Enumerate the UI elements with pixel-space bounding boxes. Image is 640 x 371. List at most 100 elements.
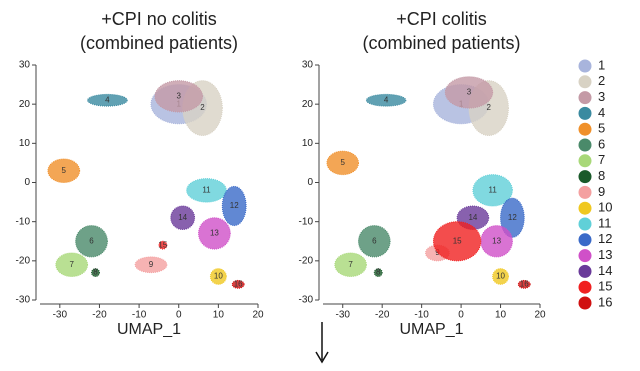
cluster: [373, 268, 383, 278]
legend-label: 14: [598, 263, 612, 278]
legend-label: 8: [598, 168, 605, 183]
cluster: [221, 185, 247, 227]
y-tick-label: 30: [302, 60, 314, 71]
cluster: [472, 174, 513, 207]
cluster: [158, 240, 168, 250]
legend-swatch: [578, 59, 592, 73]
y-tick-label: 20: [19, 99, 31, 110]
y-tick-label: 10: [19, 138, 31, 149]
cluster-label: 4: [384, 95, 389, 104]
cluster: [326, 150, 360, 176]
cluster-label: 7: [348, 260, 353, 269]
cluster-label: 4: [105, 95, 110, 104]
legend-swatch: [578, 201, 592, 215]
legend-label: 10: [598, 200, 612, 215]
cluster: [47, 158, 81, 183]
y-tick-label: 10: [302, 138, 314, 149]
cluster-label: 11: [202, 185, 211, 194]
cluster: [480, 225, 513, 258]
legend-swatch: [578, 75, 592, 89]
y-tick-label: -30: [299, 295, 314, 306]
x-tick-label: -10: [132, 310, 147, 321]
x-tick-label: -10: [414, 310, 429, 321]
subtitle: (combined patients): [362, 33, 520, 53]
cluster: [198, 217, 231, 250]
legend-swatch: [578, 264, 592, 278]
title: +CPI no colitis: [101, 9, 217, 29]
x-tick-label: 10: [495, 310, 507, 321]
cluster: [209, 268, 227, 285]
cluster-label: 12: [230, 201, 239, 210]
cluster-label: 11: [488, 185, 497, 194]
cluster-label: 5: [62, 166, 67, 175]
cluster-label: 16: [234, 279, 243, 288]
cluster-label: 15: [453, 236, 462, 245]
legend-label: 11: [598, 215, 612, 230]
legend-swatch: [578, 122, 592, 136]
legend-swatch: [578, 217, 592, 231]
legend-swatch: [578, 154, 592, 168]
cluster: [170, 205, 196, 230]
cluster: [444, 76, 494, 109]
legend-swatch: [578, 296, 592, 310]
x-tick-label: -30: [53, 310, 68, 321]
cluster: [334, 252, 367, 277]
cluster-label: 8: [93, 268, 98, 277]
legend-swatch: [578, 170, 592, 184]
cluster: [55, 252, 89, 277]
cluster-label: 9: [435, 248, 440, 257]
cluster-label: 14: [178, 213, 187, 222]
legend-swatch: [578, 106, 592, 120]
x-tick-label: 10: [213, 310, 225, 321]
legend-swatch: [578, 185, 592, 199]
cluster: [87, 93, 128, 107]
legend-label: 16: [598, 294, 612, 309]
y-tick-label: -30: [16, 295, 31, 306]
legend-label: 2: [598, 73, 605, 88]
legend-label: 13: [598, 247, 612, 262]
cluster: [91, 268, 100, 278]
cluster-label: 13: [492, 236, 501, 245]
legend-label: 4: [598, 105, 605, 120]
cluster-label: 10: [496, 272, 505, 281]
cluster: [231, 279, 245, 289]
legend-label: 1: [598, 57, 605, 72]
cluster: [365, 93, 407, 107]
cluster: [186, 178, 227, 203]
cluster-label: 13: [210, 229, 219, 238]
legend-label: 5: [598, 121, 605, 136]
x-tick-label: -20: [92, 310, 107, 321]
y-tick-label: -10: [16, 216, 31, 227]
y-tick-label: 20: [302, 99, 314, 110]
cluster-label: 14: [468, 213, 477, 222]
cluster: [134, 256, 168, 274]
arrow-head: [315, 351, 329, 364]
legend-label: 7: [598, 152, 605, 167]
x-tick-label: -20: [375, 310, 390, 321]
cluster: [517, 279, 531, 289]
legend-label: 9: [598, 184, 605, 199]
cluster-label: 3: [177, 91, 182, 100]
cluster: [432, 221, 482, 262]
legend-label: 3: [598, 89, 605, 104]
x-tick-label: 20: [252, 310, 264, 321]
legend-label: 6: [598, 136, 605, 151]
cluster: [75, 225, 108, 258]
legend-label: 15: [598, 279, 612, 294]
cluster-label: 2: [486, 103, 491, 112]
legend-label: 12: [598, 231, 612, 246]
legend-swatch: [578, 233, 592, 247]
cluster-label: 8: [376, 268, 381, 277]
y-tick-label: -10: [299, 216, 314, 227]
cluster: [492, 268, 509, 285]
x-tick-label: 20: [534, 310, 546, 321]
subtitle: (combined patients): [80, 33, 238, 53]
legend-swatch: [578, 280, 592, 294]
y-tick-label: 30: [19, 60, 31, 71]
x-tick-label: -30: [336, 310, 351, 321]
title: +CPI colitis: [396, 9, 487, 29]
cluster-label: 9: [149, 260, 154, 269]
cluster-label: 3: [467, 88, 472, 97]
x-tick-label: 0: [176, 310, 182, 321]
